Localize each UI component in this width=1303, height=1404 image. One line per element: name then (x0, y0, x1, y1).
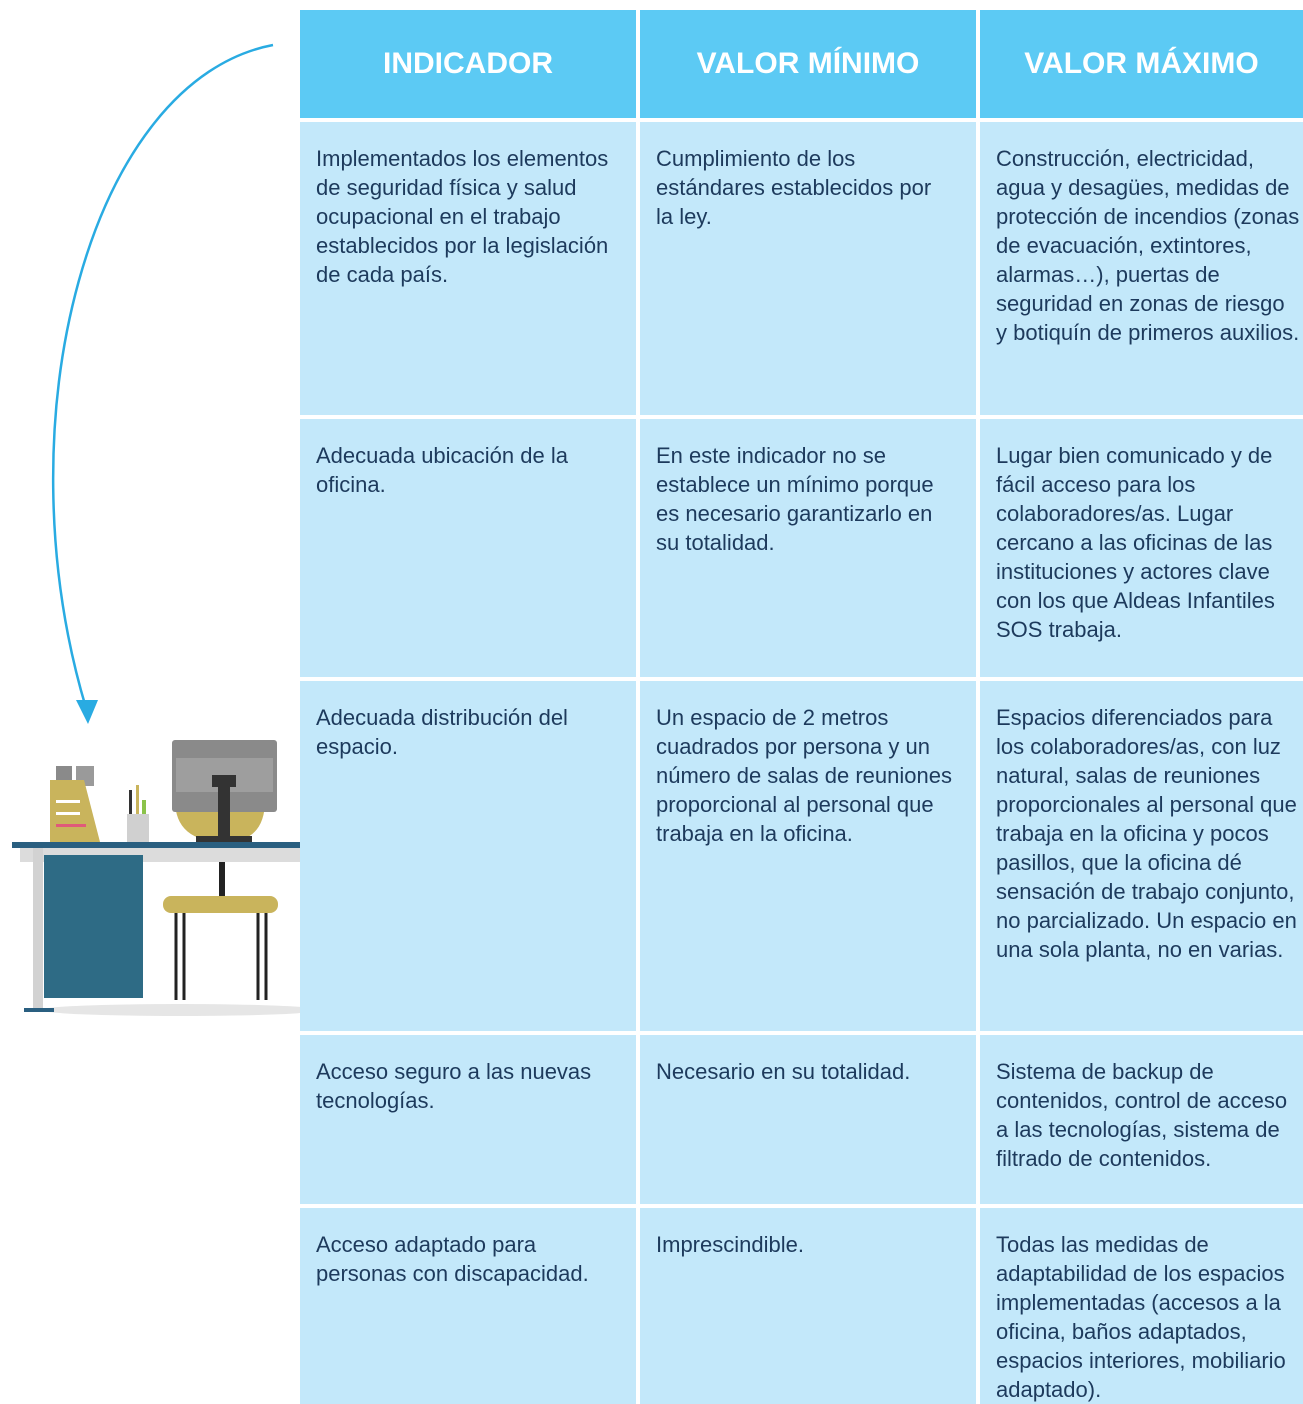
table-cell: En este indicador no se establece un mín… (640, 419, 976, 677)
illustration (12, 43, 350, 1016)
table-cell: Adecuada distribución del espacio. (300, 681, 636, 1031)
chair-back (219, 862, 225, 898)
arrow-head (76, 700, 98, 724)
arrow (52, 43, 274, 709)
binder (50, 780, 100, 842)
table-cell: Imprescindible. (640, 1208, 976, 1404)
monitor-base (196, 836, 252, 842)
chair-seat (163, 896, 278, 913)
monitor-stand (212, 775, 236, 787)
table-cell: Un espacio de 2 metros cuadrados por per… (640, 681, 976, 1031)
table-cell: Construcción, electricidad, agua y desag… (980, 122, 1303, 415)
pencil (142, 800, 146, 816)
desk-drawer (44, 855, 143, 998)
header-cell: INDICADOR (300, 10, 636, 118)
table-cell: Adecuada ubicación de la oficina. (300, 419, 636, 677)
table-cell: Todas las medidas de adaptabilidad de lo… (980, 1208, 1303, 1404)
table-cell: Acceso seguro a las nuevas tecnologías. (300, 1035, 636, 1204)
desk-leg (33, 848, 43, 1008)
table-cell: Espacios diferenciados para los colabora… (980, 681, 1303, 1031)
monitor-stand (218, 785, 230, 838)
desk-foot (24, 1008, 54, 1012)
header-cell: VALOR MÁXIMO (980, 10, 1303, 118)
desk-top (12, 842, 350, 848)
pencil-cup (127, 814, 149, 842)
shadow (40, 1004, 320, 1016)
table-cell: Acceso adaptado para personas con discap… (300, 1208, 636, 1404)
pencil (129, 790, 132, 816)
table-cell: Lugar bien comunicado y de fácil acceso … (980, 419, 1303, 677)
table-cell: Sistema de backup de contenidos, control… (980, 1035, 1303, 1204)
binder-line (56, 800, 80, 803)
table: INDICADOR VALOR MÍNIMO VALOR MÁXIMO Impleme… (300, 10, 1303, 1404)
table-cell: Implementados los elementos de seguridad… (300, 122, 636, 415)
table-cell: Necesario en su totalidad. (640, 1035, 976, 1204)
chair-legs (174, 910, 268, 1000)
pencil (136, 785, 139, 815)
header-cell: VALOR MÍNIMO (640, 10, 976, 118)
table-cell: Cumplimiento de los estándares estableci… (640, 122, 976, 415)
binder-line (56, 824, 86, 827)
binder-line (56, 812, 80, 815)
